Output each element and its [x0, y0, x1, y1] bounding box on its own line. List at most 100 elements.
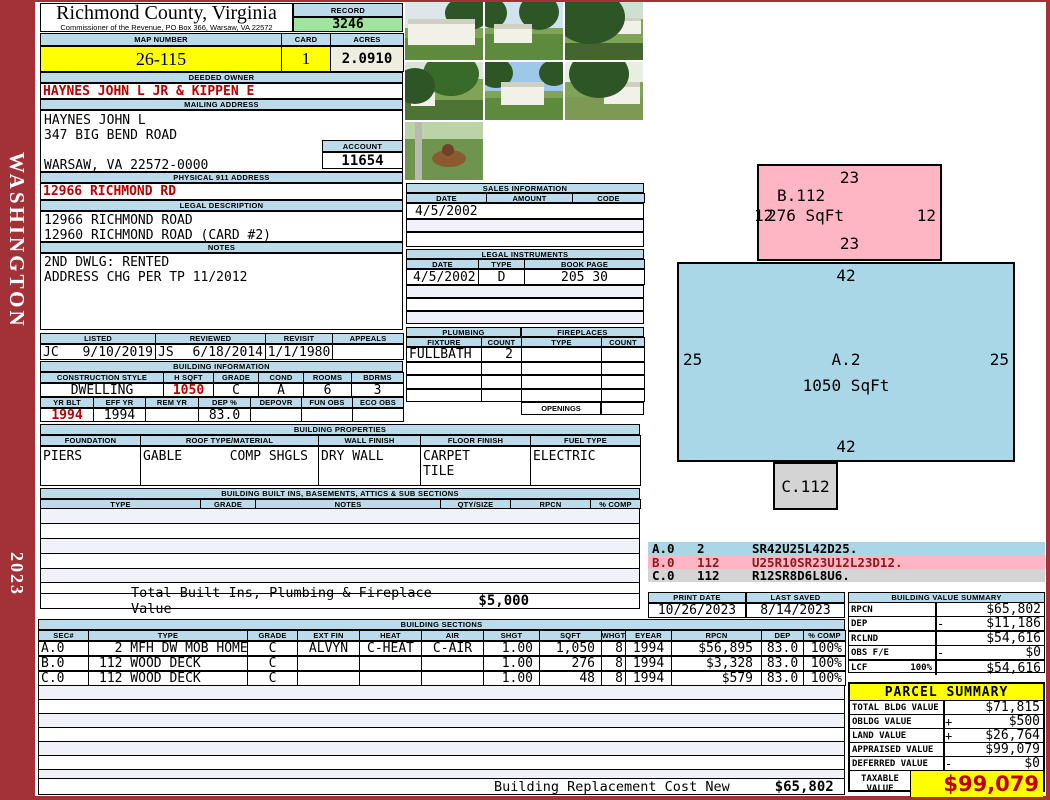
- li-empty-row: [406, 285, 644, 298]
- map-number-label: MAP NUMBER: [41, 33, 282, 46]
- notes-label: NOTES: [40, 242, 403, 253]
- building-value-summary-title: BUILDING VALUE SUMMARY: [848, 592, 1045, 603]
- property-photo-6[interactable]: [565, 62, 643, 120]
- ps-row-sign: [945, 701, 961, 714]
- ps-row-sign: [945, 743, 961, 756]
- revisit-date: 1/1/1980: [266, 344, 333, 360]
- sidebar: WASHINGTON 2023: [0, 0, 35, 800]
- rooms-label: ROOMS: [304, 372, 352, 383]
- floor-finish-line-1: CARPET: [423, 449, 470, 464]
- property-photo-4[interactable]: [405, 62, 483, 120]
- property-photo-1[interactable]: [405, 2, 483, 60]
- roof-type-value: GABLE: [143, 449, 183, 464]
- listed-by: JC: [43, 344, 59, 360]
- legal-instruments-header: DATE TYPE BOOK PAGE: [406, 259, 645, 269]
- building-properties-values: PIERS GABLE COMP SHGLS DRY WALL CARPET T…: [40, 446, 641, 486]
- bs-heat: [360, 671, 422, 686]
- bs-h-extfin: EXT FIN: [298, 630, 360, 641]
- bs-air: C-AIR: [422, 641, 484, 656]
- listed-date: 9/10/2019: [82, 344, 153, 360]
- reviewed-by: JS: [158, 344, 174, 360]
- depovr-label: DEPOVR: [251, 397, 302, 408]
- mailing-address-label: MAILING ADDRESS: [40, 99, 403, 110]
- built-ins-header: TYPE GRADE NOTES QTY/SIZE RPCN % COMP: [40, 499, 641, 509]
- bs-extfin: ALVYN: [298, 641, 360, 656]
- bs-sec: C.0: [39, 671, 89, 686]
- sales-amount-label: AMOUNT: [487, 193, 573, 203]
- building-properties-title: BUILDING PROPERTIES: [40, 424, 640, 435]
- cond-label: COND: [259, 372, 304, 383]
- funobs-value: [302, 408, 353, 422]
- built-ins-total-row: Total Built Ins, Plumbing & Fireplace Va…: [40, 585, 640, 617]
- card-value: 1: [282, 46, 331, 72]
- sketch-a-dim-right: 25: [989, 350, 1009, 369]
- taxable-value-row: TAXABLE VALUE $99,079: [850, 770, 1043, 797]
- bs-h-comp: % COMP: [804, 630, 846, 641]
- visits-header-row: LISTED REVIEWED REVISIT APPEALS: [40, 333, 404, 344]
- visits-value-row: JC 9/10/2019 JS 6/18/2014 1/1/1980: [40, 344, 404, 360]
- dep-label: DEP %: [199, 397, 251, 408]
- vector-sec: C.0: [652, 568, 675, 583]
- property-photo-3[interactable]: [565, 2, 643, 60]
- li-bookpage-value: 205 30: [525, 269, 645, 285]
- county-title: Richmond County, Virginia: [56, 2, 277, 24]
- property-photo-2[interactable]: [485, 2, 563, 60]
- building-sections-title: BUILDING SECTIONS: [38, 619, 845, 630]
- bs-shgt: 1.00: [484, 671, 540, 686]
- bs-dep: 83.0: [762, 656, 804, 671]
- map-number-value: 26-115: [41, 46, 282, 72]
- property-photo-7[interactable]: [405, 122, 483, 180]
- bs-rpcn: $3,328: [672, 656, 762, 671]
- bvs-row-value: $54,616: [986, 660, 1041, 676]
- hsqft-label: H SQFT: [164, 372, 214, 383]
- building-info-values-2: 1994 1994 83.0: [40, 408, 404, 422]
- bvs-row-sign: -: [937, 616, 945, 631]
- legal-line-1: 12966 RICHMOND ROAD: [44, 213, 193, 228]
- effyr-label: EFF YR: [94, 397, 146, 408]
- ps-row-value: $26,764: [985, 728, 1040, 743]
- bs-shgt: 1.00: [484, 656, 540, 671]
- bs-h-type: TYPE: [89, 630, 248, 641]
- building-info-header-1: CONSTRUCTION STYLE H SQFT GRADE COND ROO…: [40, 372, 404, 383]
- plumbing-row-3: [406, 375, 645, 389]
- plumbing-count-value: 2: [482, 347, 522, 362]
- bvs-row-value: $65,802: [986, 602, 1041, 617]
- foundation-label: FOUNDATION: [41, 435, 141, 446]
- building-information-title: BUILDING INFORMATION: [40, 361, 403, 372]
- bs-air: [422, 656, 484, 671]
- bs-type: 2 MFH DW MOB HOME: [89, 641, 248, 656]
- reviewed-label: REVIEWED: [156, 333, 266, 344]
- bs-h-air: AIR: [422, 630, 484, 641]
- plumbing-fireplaces-header: FIXTURE COUNT TYPE COUNT: [406, 337, 645, 347]
- mailing-line-4: WARSAW, VA 22572-0000: [44, 158, 209, 173]
- sales-date-label: DATE: [407, 193, 487, 203]
- ps-row-label: LAND VALUE: [852, 730, 907, 741]
- plumbing-title: PLUMBING: [406, 327, 521, 337]
- ps-row-label: DEFERRED VALUE: [852, 758, 928, 769]
- floor-finish-label: FLOOR FINISH: [421, 435, 531, 446]
- yrblt-value: 1994: [41, 408, 94, 422]
- building-info-header-2: YR BLT EFF YR REM YR DEP % DEPOVR FUN OB…: [40, 397, 404, 408]
- bvs-row-value: $0: [1025, 645, 1041, 660]
- bs-type: 112 WOOD DECK: [89, 671, 248, 686]
- ecoobs-label: ECO OBS: [353, 397, 404, 408]
- vector-path: R12SR8D6L8U6.: [752, 568, 850, 583]
- sketch-a-sqft: 1050 SqFt: [802, 376, 890, 395]
- building-sections-header: SEC# TYPE GRADE EXT FIN HEAT AIR SHGT SQ…: [38, 630, 846, 641]
- ecoobs-value: [353, 408, 404, 422]
- building-sections-empty-rows: [38, 686, 845, 784]
- sales-row-1: 4/5/2002: [406, 203, 644, 219]
- sketch-section-b: 23 B.112 12 276 SqFt 12 23: [754, 164, 942, 261]
- yrblt-label: YR BLT: [41, 397, 94, 408]
- bs-whgt: 8: [602, 656, 626, 671]
- bs-h-eyear: EYEAR: [626, 630, 672, 641]
- bs-h-heat: HEAT: [360, 630, 422, 641]
- physical-address-label: PHYSICAL 911 ADDRESS: [40, 172, 403, 183]
- physical-address-value: 12966 RICHMOND RD: [40, 183, 403, 200]
- bs-h-whgt: WHGT: [602, 630, 626, 641]
- bs-grade: C: [248, 671, 298, 686]
- fixture-label: FIXTURE: [407, 337, 482, 347]
- fuel-type-value: ELECTRIC: [531, 446, 641, 486]
- property-photo-5[interactable]: [485, 62, 563, 120]
- cond-value: A: [259, 383, 304, 397]
